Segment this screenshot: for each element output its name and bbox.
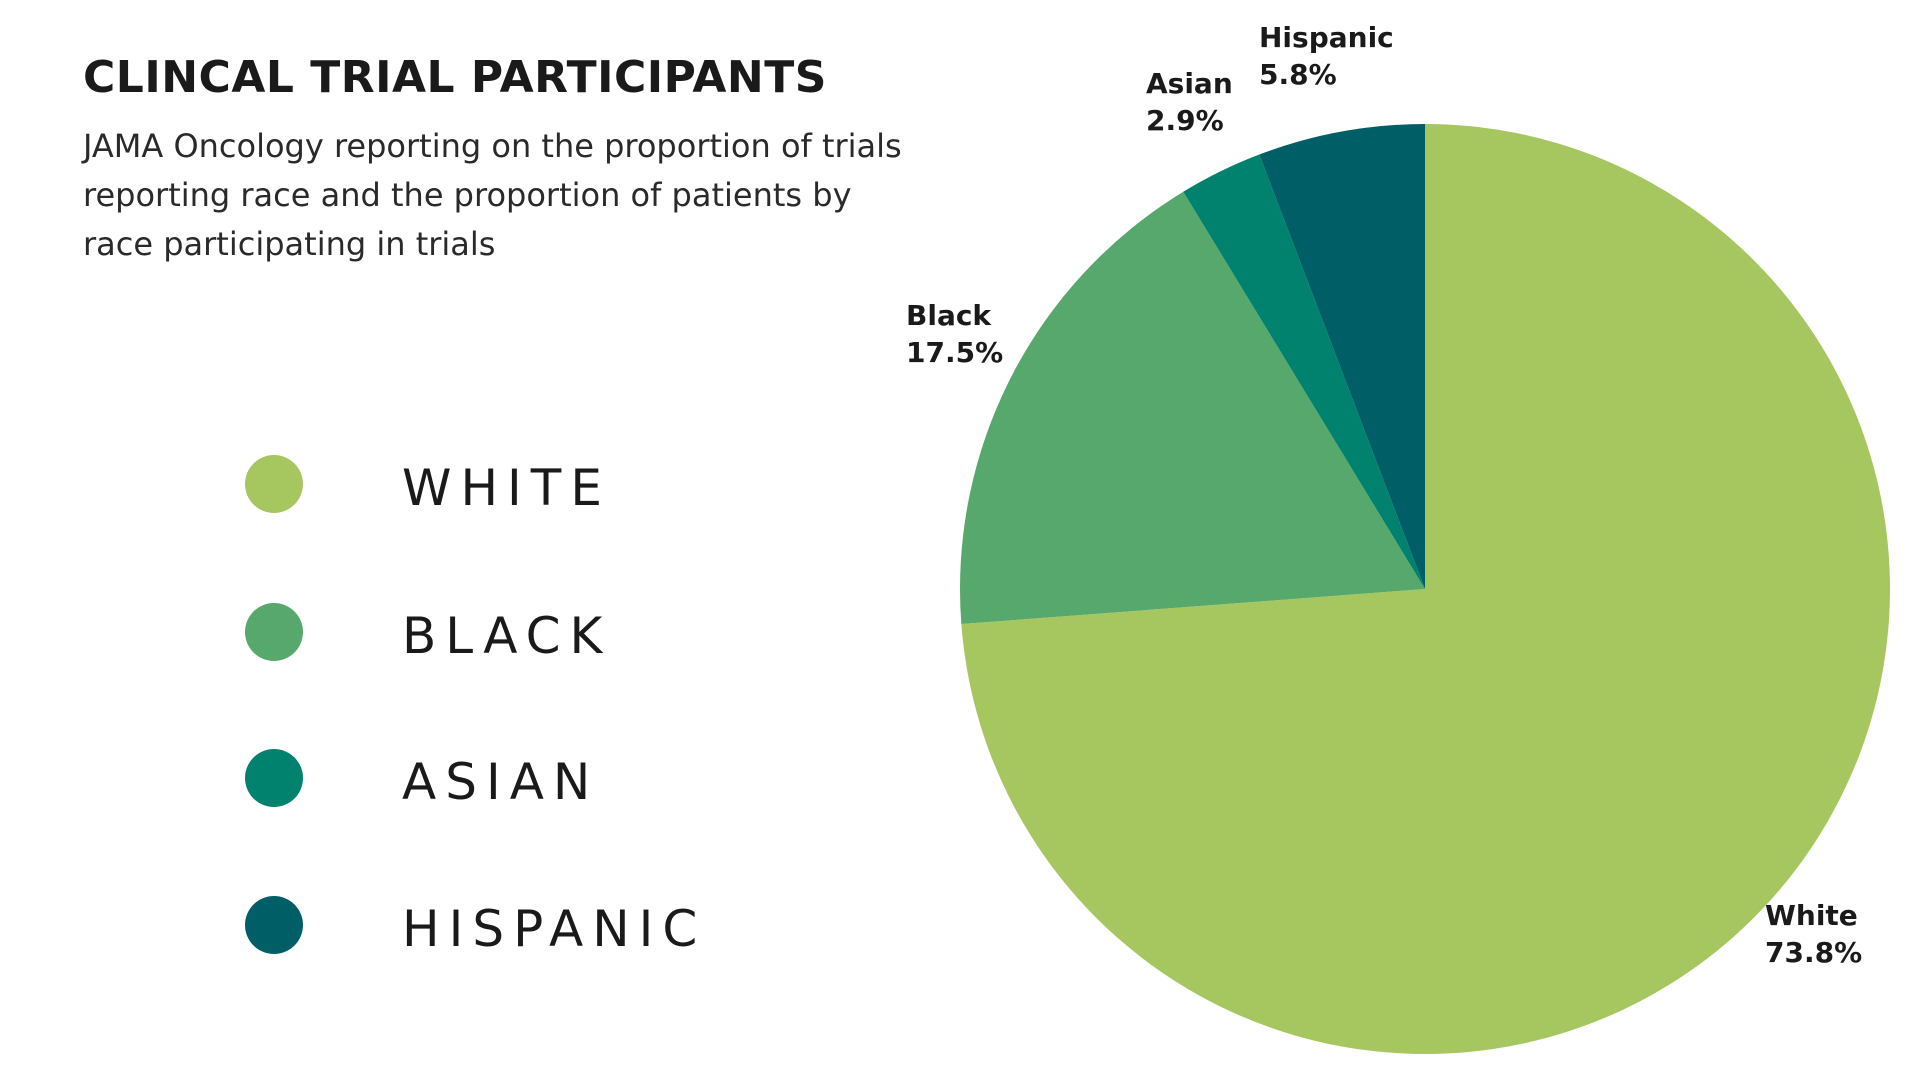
pie-slice-white <box>961 124 1890 1054</box>
slice-label-white: White <box>1765 899 1858 932</box>
legend-swatch-asian <box>245 749 303 807</box>
slice-value-white: 73.8% <box>1765 936 1862 969</box>
legend-label-hispanic: HISPANIC <box>402 900 707 958</box>
legend-item-white: WHITE <box>245 455 765 517</box>
legend-swatch-black <box>245 603 303 661</box>
pie-slice-hispanic <box>1259 124 1425 589</box>
legend-item-hispanic: HISPANIC <box>245 896 765 958</box>
legend-label-asian: ASIAN <box>402 753 600 811</box>
legend-item-asian: ASIAN <box>245 749 765 811</box>
pie-slice-asian <box>1183 154 1425 589</box>
slice-value-hispanic: 5.8% <box>1259 58 1337 91</box>
legend-swatch-hispanic <box>245 896 303 954</box>
legend-label-black: BLACK <box>402 607 612 665</box>
slice-label-hispanic: Hispanic <box>1259 21 1394 54</box>
slice-value-black: 17.5% <box>906 336 1003 369</box>
legend-label-white: WHITE <box>402 459 611 517</box>
chart-subtitle: JAMA Oncology reporting on the proportio… <box>83 127 902 263</box>
slice-label-black: Black <box>906 299 992 332</box>
slice-value-asian: 2.9% <box>1146 104 1224 137</box>
slice-label-asian: Asian <box>1146 67 1233 100</box>
legend-item-black: BLACK <box>245 603 765 665</box>
pie-slice-black <box>960 191 1425 625</box>
chart-title: CLINCAL TRIAL PARTICIPANTS <box>83 52 827 103</box>
legend-swatch-white <box>245 455 303 513</box>
